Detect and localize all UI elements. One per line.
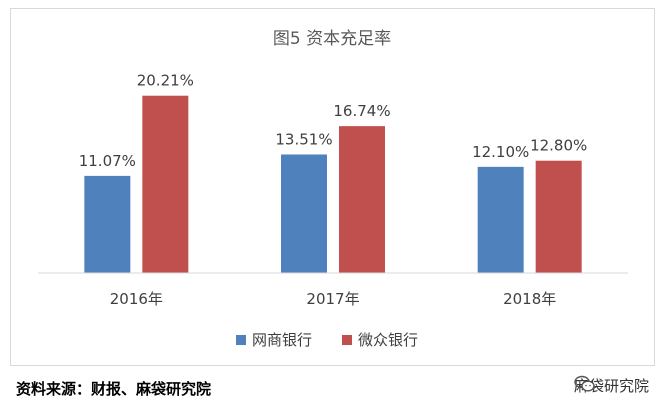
bar-微众银行-2016年 bbox=[142, 95, 189, 273]
legend-label: 微众银行 bbox=[358, 331, 418, 349]
data-label: 20.21% bbox=[137, 72, 194, 90]
x-tick-label: 2017年 bbox=[306, 290, 359, 308]
data-label: 12.10% bbox=[472, 143, 529, 161]
watermark-text: 麻袋研究院 bbox=[573, 377, 649, 395]
bar-网商银行-2017年 bbox=[281, 154, 327, 273]
legend-label: 网商银行 bbox=[252, 331, 312, 349]
wechat-icon bbox=[574, 375, 595, 392]
data-label: 11.07% bbox=[79, 152, 136, 170]
chart-title: 图5 资本充足率 bbox=[273, 29, 391, 49]
watermark: 麻袋研究院 bbox=[574, 375, 649, 396]
bar-网商银行-2016年 bbox=[84, 175, 131, 273]
bar-微众银行-2017年 bbox=[339, 126, 385, 273]
bar-网商银行-2018年 bbox=[477, 166, 524, 273]
bar-chart: 图5 资本充足率 11.07% 20.21% 13.51%16.74% 12.10% 1… bbox=[38, 29, 628, 349]
bar-微众银行-2018年 bbox=[535, 160, 582, 273]
data-label: 13.51% bbox=[275, 130, 332, 148]
legend: 网商银行 微众银行 bbox=[236, 331, 418, 349]
legend-swatch bbox=[236, 335, 246, 345]
data-label: 16.74% bbox=[333, 102, 390, 120]
source-note: 资料来源：财报、麻袋研究院 bbox=[16, 380, 212, 398]
x-tick-label: 2016年 bbox=[110, 290, 163, 308]
data-label: 12.80% bbox=[530, 137, 587, 155]
legend-swatch bbox=[342, 335, 352, 345]
x-tick-label: 2018年 bbox=[503, 290, 556, 308]
